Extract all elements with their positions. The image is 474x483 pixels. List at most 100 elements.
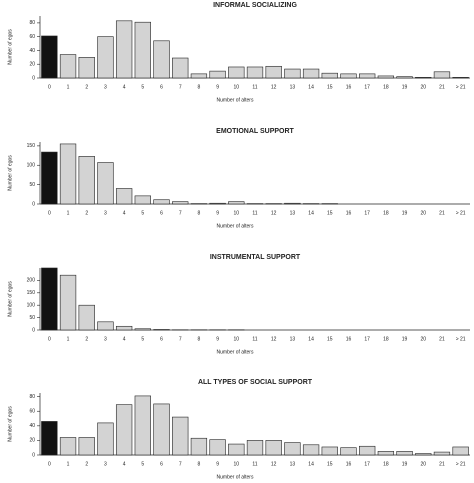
bar bbox=[246, 66, 264, 79]
bar bbox=[97, 162, 114, 205]
x-tick-label: 4 bbox=[123, 336, 126, 342]
x-tick-label: 12 bbox=[271, 336, 277, 342]
chart-title: ALL TYPES OF SOCIAL SUPPORT bbox=[198, 379, 313, 386]
y-tick-label: 80 bbox=[29, 394, 35, 400]
y-tick-label: 150 bbox=[27, 290, 36, 296]
x-tick-label: 8 bbox=[198, 336, 201, 342]
bar bbox=[265, 65, 282, 79]
bar bbox=[321, 446, 338, 456]
y-tick-label: 60 bbox=[29, 34, 35, 40]
x-tick-label: 16 bbox=[346, 210, 352, 216]
x-tick-label: 19 bbox=[402, 210, 408, 216]
y-tick-label: 0 bbox=[32, 201, 35, 207]
x-tick-label: 10 bbox=[234, 336, 240, 342]
x-tick-label: 0 bbox=[48, 210, 51, 216]
x-tick-label: 14 bbox=[308, 336, 314, 342]
x-tick-label: 1 bbox=[67, 84, 70, 90]
y-tick-label: 60 bbox=[29, 409, 35, 415]
y-tick-label: 150 bbox=[27, 143, 36, 149]
y-tick-label: 200 bbox=[27, 278, 36, 284]
x-tick-label: 11 bbox=[252, 336, 257, 342]
x-tick-label: 12 bbox=[271, 210, 277, 216]
bar bbox=[433, 71, 451, 79]
y-axis-label: Number of egos bbox=[7, 406, 13, 442]
x-tick-label: 0 bbox=[48, 461, 51, 467]
bar bbox=[153, 40, 170, 79]
x-tick-label: 2 bbox=[85, 210, 88, 216]
x-tick-label: 4 bbox=[123, 210, 126, 216]
x-tick-label: 5 bbox=[141, 336, 144, 342]
x-axis-label: Number of alters bbox=[217, 474, 254, 480]
x-tick-label: 11 bbox=[252, 210, 257, 216]
x-tick-label: 9 bbox=[216, 461, 219, 467]
bar bbox=[97, 36, 114, 79]
y-tick-label: 0 bbox=[32, 452, 35, 458]
bar bbox=[321, 72, 338, 79]
bar bbox=[209, 202, 226, 205]
x-tick-label: 10 bbox=[234, 461, 240, 467]
bar bbox=[134, 395, 151, 456]
y-axis-label: Number of egos bbox=[7, 281, 13, 317]
bar bbox=[284, 68, 301, 79]
x-tick-label: > 21 bbox=[456, 210, 466, 216]
x-tick-label: 21 bbox=[439, 84, 445, 90]
bar bbox=[246, 440, 264, 456]
bar bbox=[377, 451, 395, 456]
x-tick-label: 5 bbox=[141, 461, 144, 467]
x-tick-label: 8 bbox=[198, 461, 201, 467]
x-tick-label: 14 bbox=[308, 461, 314, 467]
panel: ALL TYPES OF SOCIAL SUPPORT020406080Numb… bbox=[7, 379, 470, 480]
x-tick-label: 3 bbox=[104, 336, 107, 342]
x-tick-label: 16 bbox=[346, 84, 352, 90]
bar bbox=[415, 77, 432, 79]
x-tick-label: 9 bbox=[216, 210, 219, 216]
bar bbox=[172, 201, 189, 205]
x-tick-label: 7 bbox=[179, 461, 182, 467]
chart-title: INSTRUMENTAL SUPPORT bbox=[210, 254, 301, 261]
x-tick-label: 0 bbox=[48, 84, 51, 90]
bar bbox=[59, 437, 77, 456]
bar bbox=[78, 437, 95, 456]
x-tick-label: 13 bbox=[290, 210, 296, 216]
bar bbox=[41, 35, 58, 79]
x-tick-label: 4 bbox=[123, 84, 126, 90]
x-tick-label: 17 bbox=[364, 210, 370, 216]
bar bbox=[59, 143, 77, 205]
x-tick-label: > 21 bbox=[456, 461, 466, 467]
x-tick-label: > 21 bbox=[456, 84, 466, 90]
x-tick-label: 18 bbox=[383, 336, 389, 342]
chart-title: EMOTIONAL SUPPORT bbox=[216, 128, 294, 135]
bar bbox=[190, 437, 208, 456]
x-tick-label: 6 bbox=[160, 210, 163, 216]
x-tick-label: 21 bbox=[439, 336, 445, 342]
x-tick-label: 20 bbox=[420, 210, 426, 216]
y-tick-label: 80 bbox=[29, 20, 35, 26]
x-tick-label: 7 bbox=[179, 210, 182, 216]
x-tick-label: 16 bbox=[346, 461, 352, 467]
bar bbox=[452, 446, 469, 456]
x-tick-label: 8 bbox=[198, 84, 201, 90]
bar bbox=[209, 70, 226, 79]
bar bbox=[228, 443, 245, 456]
bar bbox=[134, 21, 151, 79]
x-tick-label: 20 bbox=[420, 336, 426, 342]
bar bbox=[265, 440, 282, 456]
y-tick-label: 100 bbox=[27, 163, 36, 169]
x-tick-label: 2 bbox=[85, 336, 88, 342]
x-tick-label: 10 bbox=[234, 210, 240, 216]
bar bbox=[302, 444, 320, 456]
x-tick-label: 1 bbox=[67, 336, 70, 342]
x-tick-label: 18 bbox=[383, 84, 389, 90]
bar bbox=[115, 325, 133, 331]
x-tick-label: 11 bbox=[252, 84, 257, 90]
y-tick-label: 40 bbox=[29, 48, 35, 54]
bar bbox=[78, 57, 95, 79]
bar bbox=[134, 195, 151, 205]
x-tick-label: 19 bbox=[402, 336, 408, 342]
x-tick-label: 2 bbox=[85, 84, 88, 90]
x-tick-label: 10 bbox=[234, 84, 240, 90]
bar bbox=[78, 304, 95, 331]
x-tick-label: 12 bbox=[271, 84, 277, 90]
